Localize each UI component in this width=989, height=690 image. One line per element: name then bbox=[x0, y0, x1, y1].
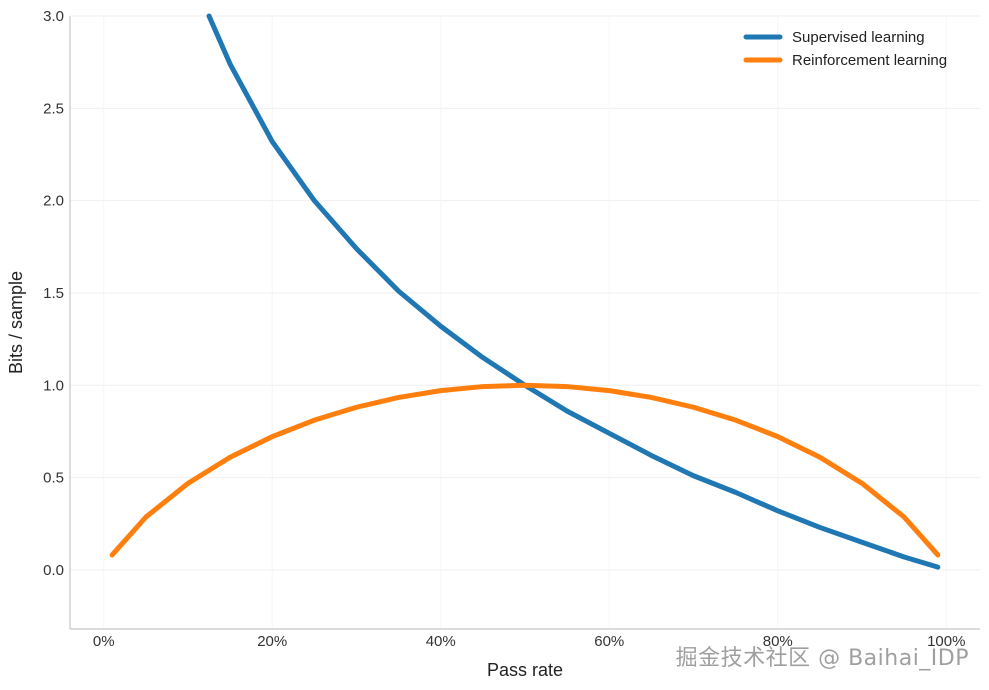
x-tick-label: 20% bbox=[257, 633, 287, 650]
legend-label: Reinforcement learning bbox=[792, 52, 947, 69]
y-tick-label: 2.5 bbox=[43, 100, 64, 117]
x-tick-label: 100% bbox=[927, 633, 965, 650]
y-tick-labels: 0.0 0.5 1.0 1.5 2.0 2.5 3.0 bbox=[43, 8, 64, 579]
reinforcement-learning-line bbox=[109, 382, 941, 558]
y-tick-label: 3.0 bbox=[43, 8, 64, 25]
x-tick-label: 80% bbox=[763, 633, 793, 650]
y-tick-label: 0.0 bbox=[43, 562, 64, 579]
supervised-learning-line bbox=[206, 13, 941, 570]
axes bbox=[69, 16, 980, 630]
x-tick-label: 40% bbox=[426, 633, 456, 650]
grid-lines bbox=[70, 15, 980, 629]
x-tick-labels: 0% 20% 40% 60% 80% 100% bbox=[93, 633, 966, 650]
y-tick-label: 2.0 bbox=[43, 193, 64, 210]
x-tick-label: 0% bbox=[93, 633, 115, 650]
y-tick-label: 0.5 bbox=[43, 470, 64, 487]
y-tick-label: 1.5 bbox=[43, 285, 64, 302]
watermark-text: 掘金技术社区 @ Baihai_IDP bbox=[675, 646, 969, 671]
x-tick-label: 60% bbox=[594, 633, 624, 650]
y-axis-title: Bits / sample bbox=[6, 271, 26, 374]
legend: Supervised learning Reinforcement learnin… bbox=[743, 29, 947, 69]
legend-label: Supervised learning bbox=[792, 29, 925, 46]
y-tick-label: 1.0 bbox=[43, 377, 64, 394]
series-lines bbox=[109, 13, 941, 570]
x-axis-title: Pass rate bbox=[487, 660, 563, 680]
